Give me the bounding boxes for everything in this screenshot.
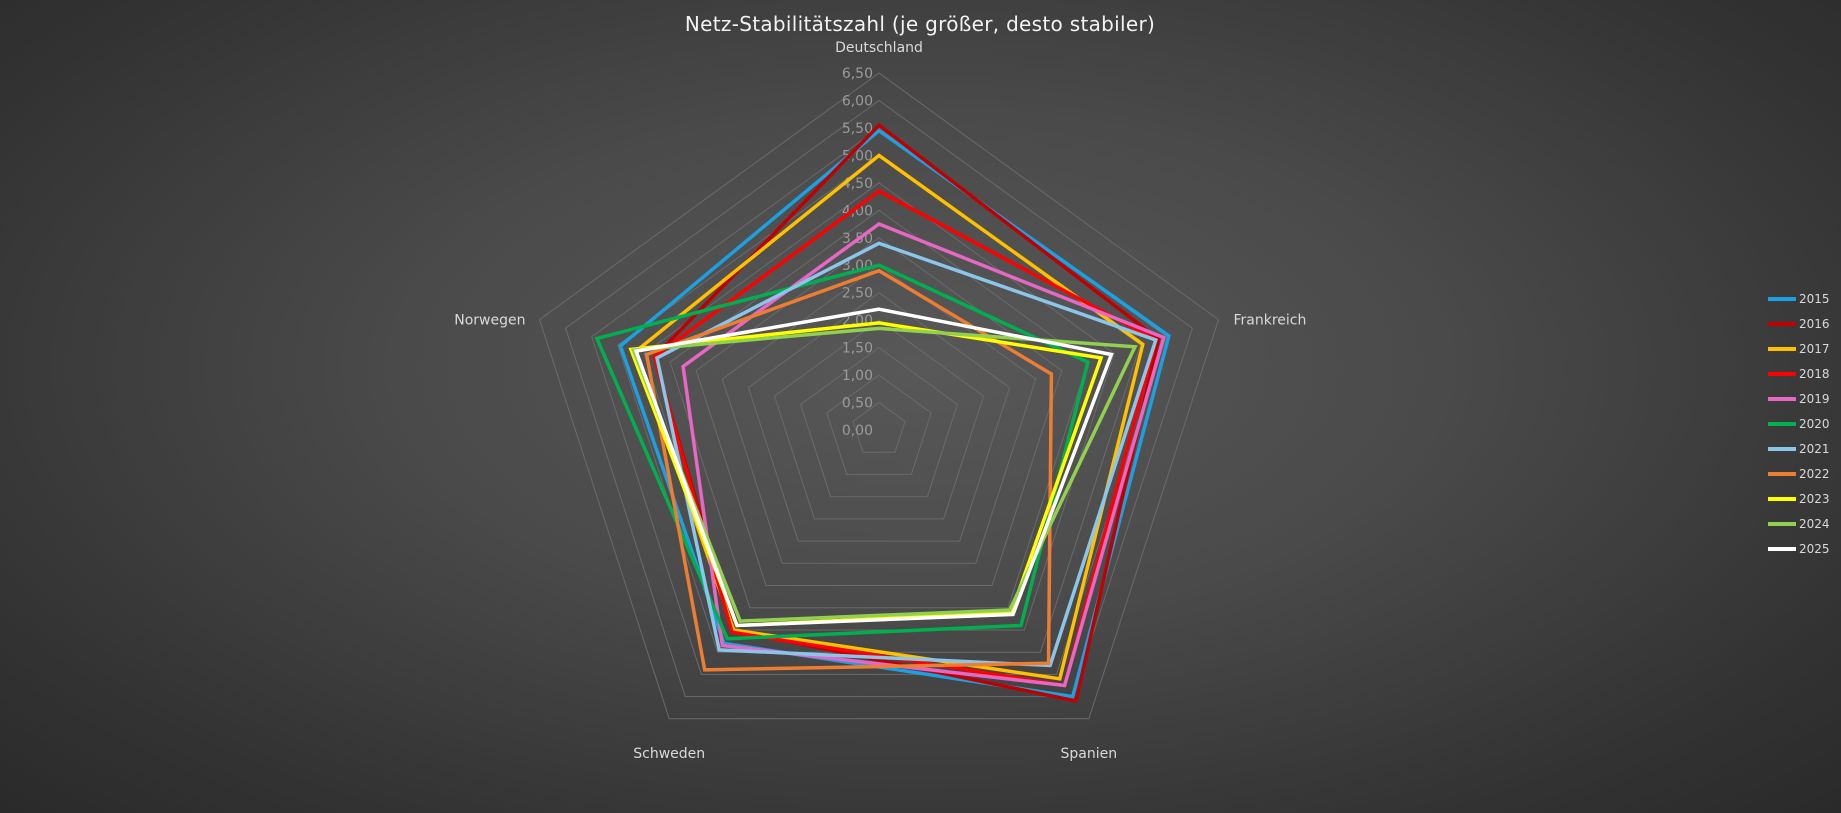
legend: 2015 2016 2017 2018 2019 2020 2021 2022 2023 2024… xyxy=(1768,292,1830,556)
tick-label: 0,50 xyxy=(842,396,873,412)
grid-ring xyxy=(669,209,1089,609)
grid-ring xyxy=(721,264,1037,564)
tick-label: 1,00 xyxy=(842,368,873,384)
legend-label-2017: 2017 xyxy=(1799,342,1830,356)
legend-label-2020: 2020 xyxy=(1799,417,1830,431)
grid-ring xyxy=(826,374,932,475)
legend-label-2018: 2018 xyxy=(1799,367,1830,381)
grid-ring xyxy=(852,401,906,453)
series-line-2015 xyxy=(618,128,1171,699)
series-line-2025 xyxy=(633,307,1114,628)
grid-ring xyxy=(747,292,1011,542)
legend-label-2019: 2019 xyxy=(1799,392,1830,406)
category-label-frankreich: Frankreich xyxy=(1234,313,1307,329)
grid-ring xyxy=(695,237,1063,586)
legend-label-2015: 2015 xyxy=(1799,292,1830,306)
category-label-norwegen: Norwegen xyxy=(454,313,525,329)
grid-ring xyxy=(800,346,958,498)
radar-grid xyxy=(538,72,1220,720)
chart-title: Netz-Stabilitätszahl (je größer, desto s… xyxy=(685,12,1155,36)
legend-label-2016: 2016 xyxy=(1799,317,1830,331)
grid-ring xyxy=(773,319,985,520)
tick-label: 4,00 xyxy=(842,203,873,219)
tick-label: 2,50 xyxy=(842,286,873,302)
legend-label-2023: 2023 xyxy=(1799,492,1830,506)
category-label-schweden: Schweden xyxy=(633,746,705,762)
radar-series xyxy=(594,122,1171,704)
radial-tick-labels: 0,000,501,001,502,002,503,003,504,004,50… xyxy=(842,66,873,439)
tick-label: 0,00 xyxy=(842,423,873,439)
legend-label-2025: 2025 xyxy=(1799,542,1830,556)
category-label-deutschland: Deutschland xyxy=(835,40,923,56)
legend-label-2021: 2021 xyxy=(1799,442,1830,456)
category-labels: Deutschland Frankreich Spanien Schweden Norw… xyxy=(454,40,1306,762)
tick-label: 1,50 xyxy=(842,341,873,357)
tick-label: 5,50 xyxy=(842,121,873,137)
grid-ring xyxy=(565,99,1193,698)
legend-label-2022: 2022 xyxy=(1799,467,1830,481)
category-label-spanien: Spanien xyxy=(1060,746,1117,762)
grid-ring xyxy=(617,154,1141,653)
tick-label: 5,00 xyxy=(842,148,873,164)
series-line-2022 xyxy=(644,268,1054,672)
tick-label: 6,50 xyxy=(842,66,873,82)
tick-label: 6,00 xyxy=(842,94,873,110)
grid-ring xyxy=(538,72,1220,720)
series-line-2024 xyxy=(631,326,1138,623)
series-line-2020 xyxy=(594,263,1090,641)
legend-label-2024: 2024 xyxy=(1799,517,1830,531)
